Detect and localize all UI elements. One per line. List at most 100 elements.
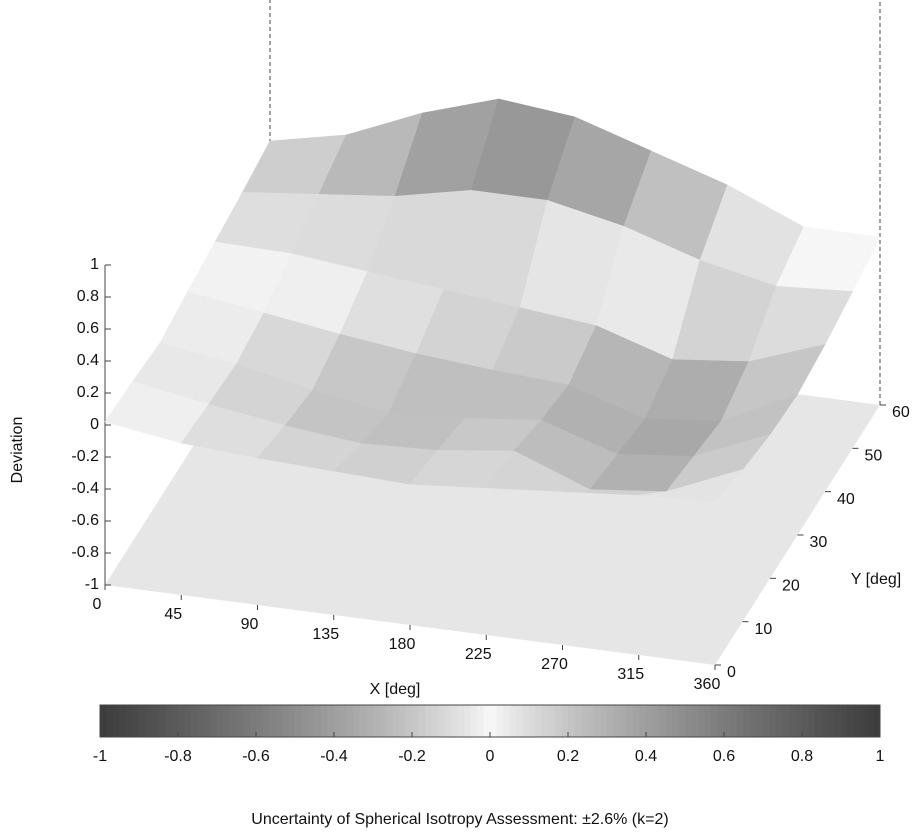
colorbar-segment: [119, 705, 127, 737]
colorbar-segment: [158, 705, 166, 737]
colorbar-segment: [834, 705, 842, 737]
colorbar-segment: [503, 705, 510, 737]
colorbar-tick-label: 1: [876, 748, 885, 765]
colorbar-segment: [737, 705, 744, 737]
colorbar-segment: [327, 705, 335, 737]
colorbar-tick-label: -0.8: [164, 748, 192, 765]
colorbar-segment: [184, 705, 192, 737]
colorbar-segment: [366, 705, 374, 737]
colorbar-segment: [106, 705, 114, 737]
colorbar-segment: [386, 705, 393, 737]
colorbar-segment: [646, 705, 653, 737]
colorbar-segment: [425, 705, 432, 737]
colorbar-segment: [828, 705, 835, 737]
x-tick-label: 0: [93, 596, 102, 613]
colorbar-segment: [587, 705, 595, 737]
y-tick-label: 10: [755, 621, 773, 638]
colorbar-tick-label: 0: [486, 748, 495, 765]
colorbar-segment: [763, 705, 770, 737]
y-tick-label: 50: [865, 448, 883, 465]
colorbar-segment: [301, 705, 309, 737]
colorbar-segment: [340, 705, 348, 737]
colorbar-segment: [100, 705, 107, 737]
colorbar-segment: [847, 705, 855, 737]
colorbar-segment: [769, 705, 777, 737]
colorbar-segment: [841, 705, 848, 737]
colorbar-tick-label: -0.6: [242, 748, 270, 765]
x-tick-label: 45: [164, 606, 182, 623]
colorbar-segment: [659, 705, 666, 737]
colorbar-tick-label: 0.6: [713, 748, 735, 765]
colorbar-tick-label: 0.2: [557, 748, 579, 765]
colorbar-segment: [483, 705, 491, 737]
colorbar-segment: [295, 705, 302, 737]
y-tick-label: 20: [782, 578, 800, 595]
z-tick-label: -0.2: [71, 448, 99, 465]
colorbar-segment: [724, 705, 731, 737]
colorbar-segment: [262, 705, 270, 737]
z-tick-label: -1: [85, 576, 99, 593]
colorbar-segment: [711, 705, 718, 737]
colorbar-segment: [626, 705, 634, 737]
colorbar-segment: [750, 705, 757, 737]
z-tick-label: 0: [90, 416, 99, 433]
colorbar-tick-label: -0.4: [320, 748, 348, 765]
colorbar-tick-label: -1: [93, 748, 107, 765]
colorbar-segment: [776, 705, 783, 737]
colorbar-segment: [288, 705, 296, 737]
colorbar-segment: [373, 705, 380, 737]
colorbar-segment: [314, 705, 322, 737]
colorbar-segment: [613, 705, 621, 737]
colorbar-segment: [308, 705, 315, 737]
z-tick-label: 1: [90, 256, 99, 273]
colorbar-segment: [704, 705, 712, 737]
colorbar-segment: [223, 705, 231, 737]
colorbar-segment: [516, 705, 523, 737]
colorbar-segment: [639, 705, 647, 737]
colorbar-segment: [197, 705, 205, 737]
colorbar-segment: [477, 705, 484, 737]
colorbar-tick-label: 0.4: [635, 748, 657, 765]
colorbar-segment: [347, 705, 354, 737]
colorbar-segment: [496, 705, 504, 737]
y-tick-label: 60: [892, 404, 910, 421]
colorbar-segment: [470, 705, 478, 737]
z-axis-label: Deviation: [9, 417, 26, 484]
y-axis-label: Y [deg]: [851, 571, 901, 588]
x-tick-label: 315: [617, 666, 644, 683]
colorbar-segment: [574, 705, 582, 737]
colorbar-segment: [431, 705, 439, 737]
colorbar-segment: [418, 705, 426, 737]
surface-cell: [638, 469, 744, 503]
colorbar-segment: [126, 705, 133, 737]
colorbar-segment: [509, 705, 517, 737]
colorbar-segment: [815, 705, 822, 737]
colorbar-segment: [379, 705, 387, 737]
colorbar-segment: [457, 705, 465, 737]
colorbar-segment: [178, 705, 185, 737]
x-tick-label: 90: [241, 616, 259, 633]
x-axis-label: X [deg]: [370, 681, 421, 698]
colorbar-segment: [243, 705, 250, 737]
colorbar-segment: [191, 705, 198, 737]
colorbar-segment: [542, 705, 549, 737]
colorbar-segment: [392, 705, 400, 737]
colorbar-segment: [568, 705, 575, 737]
colorbar-segment: [665, 705, 673, 737]
colorbar-segment: [678, 705, 686, 737]
colorbar-segment: [256, 705, 263, 737]
caption: Uncertainty of Spherical Isotropy Assess…: [251, 811, 668, 828]
colorbar-segment: [399, 705, 406, 737]
colorbar-tick-label: 0.8: [791, 748, 813, 765]
colorbar-segment: [873, 705, 881, 737]
colorbar-segment: [165, 705, 172, 737]
colorbar-segment: [171, 705, 179, 737]
colorbar-segment: [249, 705, 257, 737]
colorbar-segment: [438, 705, 445, 737]
colorbar-segment: [867, 705, 874, 737]
colorbar-segment: [607, 705, 614, 737]
colorbar-segment: [236, 705, 244, 737]
colorbar-segment: [685, 705, 692, 737]
x-tick-label: 135: [312, 626, 339, 643]
